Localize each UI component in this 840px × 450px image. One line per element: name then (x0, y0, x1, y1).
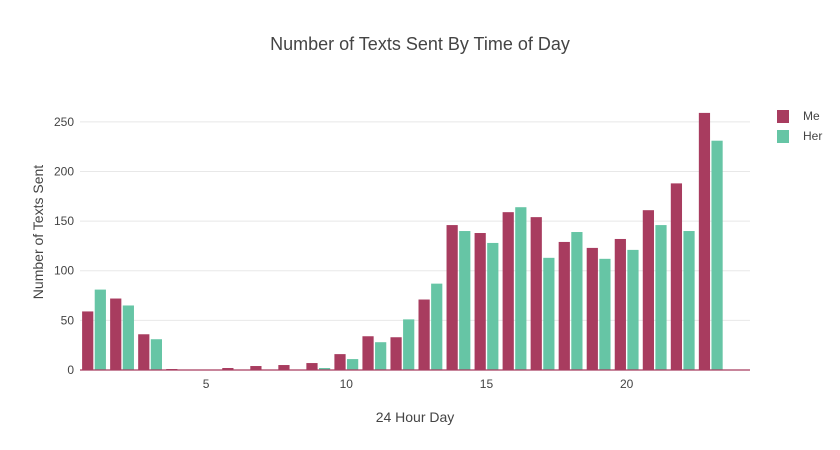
chart-title: Number of Texts Sent By Time of Day (270, 34, 570, 54)
bar-me-hour-8 (278, 365, 290, 370)
bar-me-hour-18 (558, 241, 570, 370)
bar-her-hour-1 (94, 289, 106, 370)
y-tick-label: 50 (61, 313, 75, 327)
bar-her-hour-15 (487, 242, 499, 370)
bar-her-hour-20 (627, 249, 639, 370)
bar-me-hour-1 (82, 311, 94, 370)
legend-item-her[interactable]: Her (777, 126, 822, 146)
x-tick-label: 20 (620, 377, 634, 391)
bar-me-hour-7 (250, 366, 262, 370)
bar-her-hour-23 (711, 140, 723, 370)
bar-me-hour-16 (502, 212, 514, 370)
bar-me-hour-3 (138, 334, 150, 370)
bar-her-hour-3 (150, 339, 162, 370)
bar-me-hour-14 (446, 225, 458, 370)
legend-label-her: Her (803, 129, 823, 143)
legend-swatch-me (777, 109, 789, 123)
legend-label-me: Me (803, 109, 820, 123)
legend: Me Her (777, 106, 822, 146)
bar-me-hour-23 (698, 112, 711, 370)
bar-me-hour-17 (530, 217, 542, 370)
y-axis-title: Number of Texts Sent (30, 165, 46, 299)
bar-me-hour-22 (670, 183, 683, 370)
bar-her-hour-12 (403, 319, 415, 370)
x-axis-title: 24 Hour Day (376, 409, 455, 425)
bar-me-hour-19 (586, 247, 598, 370)
x-tick-label: 5 (203, 377, 210, 391)
legend-swatch-her (777, 129, 789, 143)
legend-item-me[interactable]: Me (777, 106, 822, 126)
bar-her-hour-9 (318, 368, 331, 370)
bar-me-hour-10 (334, 354, 346, 370)
bar-her-hour-22 (683, 231, 695, 370)
y-tick-label: 200 (54, 164, 74, 178)
y-tick-label: 0 (67, 363, 74, 377)
y-tick-label: 150 (54, 214, 74, 228)
bar-her-hour-11 (375, 342, 387, 370)
bar-her-hour-2 (122, 305, 134, 370)
x-tick-label: 10 (340, 377, 354, 391)
y-tick-label: 100 (54, 264, 74, 278)
bar-me-hour-15 (474, 233, 486, 370)
bar-me-hour-13 (418, 299, 430, 370)
bar-her-hour-16 (515, 207, 527, 370)
bar-her-hour-10 (347, 359, 359, 370)
bar-her-hour-14 (459, 231, 471, 370)
bar-me-hour-12 (390, 337, 402, 370)
bar-me-hour-20 (614, 238, 626, 370)
bar-her-hour-13 (431, 283, 443, 370)
bar-her-hour-19 (599, 258, 611, 370)
bar-me-hour-6 (222, 368, 234, 370)
bar-her-hour-17 (543, 257, 555, 370)
y-tick-label: 250 (54, 115, 74, 129)
bar-her-hour-21 (655, 225, 667, 370)
bar-me-hour-11 (362, 336, 374, 370)
bar-me-hour-21 (642, 210, 654, 370)
bar-her-hour-18 (571, 232, 583, 370)
x-tick-label: 15 (480, 377, 494, 391)
bar-me-hour-2 (110, 298, 122, 370)
bar-me-hour-9 (306, 363, 318, 370)
